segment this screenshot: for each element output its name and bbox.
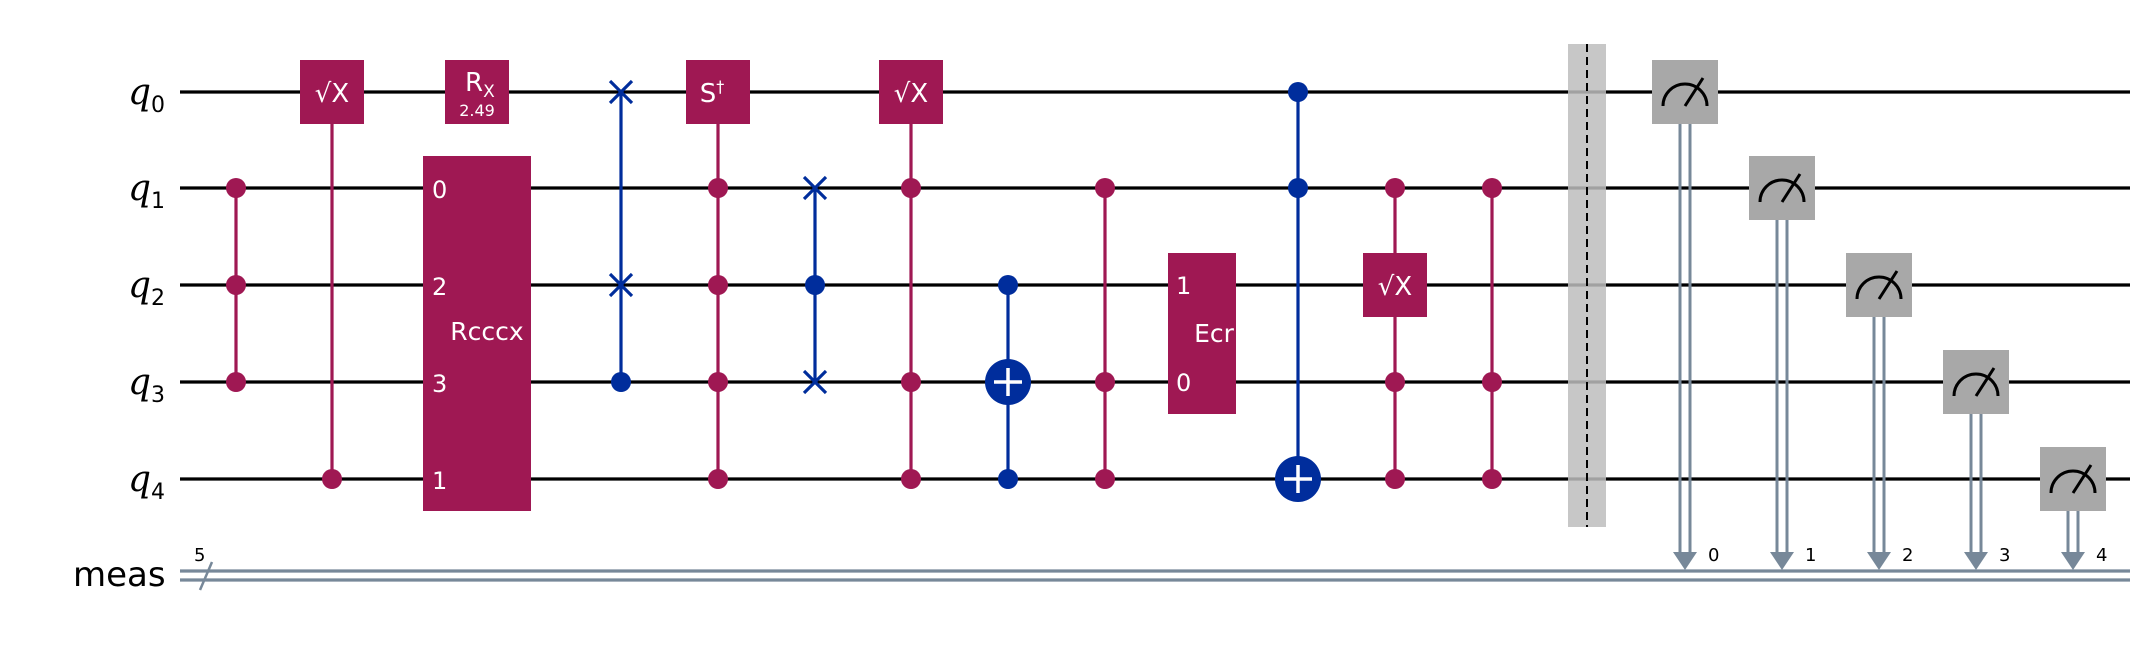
svg-text:S†: S† <box>700 77 725 109</box>
control-dot <box>708 178 728 198</box>
label-q3: q3 <box>128 362 165 408</box>
mcsx-gate-col12: √X <box>1363 178 1427 489</box>
label-q2: q2 <box>128 265 165 311</box>
control-dot <box>901 372 921 392</box>
label-q4: q4 <box>128 459 165 505</box>
rcccx-pin-2: 2 <box>432 273 447 301</box>
measure-q0: 0 <box>1652 60 1719 570</box>
csdg-gate-col5: S† <box>686 60 750 489</box>
ccz-gate-col13 <box>1482 178 1502 489</box>
measure-box <box>2040 447 2106 511</box>
measure-bit-label: 3 <box>1999 545 2010 566</box>
control-dot <box>226 275 246 295</box>
sx-gate-label: √X <box>1378 272 1412 302</box>
rcccx-gate: 0 2 3 1 Rcccx <box>423 156 531 511</box>
measure-arrow <box>1867 552 1891 570</box>
sx-gate-box <box>1363 253 1427 317</box>
measure-box <box>1749 156 1815 220</box>
control-dot <box>1385 372 1405 392</box>
measure-arrow <box>1673 552 1697 570</box>
measure-arrow <box>1770 552 1794 570</box>
classical-register-size: 5 <box>194 545 205 566</box>
measure-q1: 1 <box>1749 156 1816 570</box>
control-dot <box>1095 372 1115 392</box>
cccz-gate-col9 <box>1095 178 1115 489</box>
rx-gate-label: R <box>465 68 483 98</box>
control-dot <box>611 372 631 392</box>
label-q1: q1 <box>128 168 165 214</box>
sdg-gate-box <box>686 60 750 124</box>
control-dot <box>226 178 246 198</box>
control-dot <box>1482 178 1502 198</box>
sx-gate-box <box>300 60 364 124</box>
measure-bit-label: 0 <box>1708 545 1719 566</box>
mcsx-gate-col7: √X <box>879 60 943 489</box>
control-dot <box>708 372 728 392</box>
control-dot <box>1482 372 1502 392</box>
control-dot <box>1385 469 1405 489</box>
sx-gate-box <box>879 60 943 124</box>
label-q0: q0 <box>128 72 165 118</box>
sx-gate-label: √X <box>894 79 928 109</box>
sdg-gate-superscript: † <box>716 77 724 96</box>
control-dot <box>1095 469 1115 489</box>
ecr-gate-label: Ecr <box>1194 319 1235 348</box>
csx-gate-col2: √X <box>300 60 364 489</box>
ecr-pin-1: 1 <box>1176 272 1191 300</box>
ccx-gate-col8 <box>985 275 1031 489</box>
barrier <box>1568 44 1606 527</box>
control-dot <box>998 469 1018 489</box>
svg-text:RX: RX <box>465 68 495 102</box>
label-meas: meas <box>73 555 166 595</box>
control-dot <box>998 275 1018 295</box>
cswap-gate-col4 <box>608 79 634 392</box>
measure-bit-label: 4 <box>2096 545 2107 566</box>
classical-register-wire: 5 <box>180 545 2130 591</box>
rcccx-gate-label: Rcccx <box>450 317 523 346</box>
control-dot <box>1482 469 1502 489</box>
control-dot <box>901 178 921 198</box>
control-dot <box>901 469 921 489</box>
rcccx-pin-3: 3 <box>432 370 447 398</box>
measure-q4: 4 <box>2040 447 2107 570</box>
measure-q2: 2 <box>1846 253 1913 570</box>
control-dot <box>708 469 728 489</box>
ccz-gate-col1 <box>226 178 246 392</box>
control-dot <box>1385 178 1405 198</box>
ecr-pin-0: 0 <box>1176 369 1191 397</box>
measure-arrow <box>1964 552 1988 570</box>
control-dot <box>1288 178 1308 198</box>
control-dot <box>226 372 246 392</box>
control-dot <box>322 469 342 489</box>
rcccx-pin-0: 0 <box>432 176 447 204</box>
rx-gate-subscript: X <box>483 82 495 102</box>
control-dot <box>1095 178 1115 198</box>
measure-bit-label: 2 <box>1902 545 1913 566</box>
measure-box <box>1846 253 1912 317</box>
rcccx-pin-1: 1 <box>432 467 447 495</box>
measure-box <box>1652 60 1718 124</box>
control-dot <box>1288 82 1308 102</box>
measure-q3: 3 <box>1943 350 2010 570</box>
control-dot <box>805 275 825 295</box>
ecr-gate: 1 0 Ecr <box>1168 253 1236 414</box>
measure-box <box>1943 350 2009 414</box>
rx-gate: RX 2.49 <box>445 60 509 124</box>
sx-gate-label: √X <box>315 79 349 109</box>
sdg-gate-label: S <box>700 79 717 109</box>
wire-labels: q0 q1 q2 q3 q4 meas <box>73 72 166 595</box>
ccx-gate-col11 <box>1275 82 1321 502</box>
rx-gate-param: 2.49 <box>459 101 495 120</box>
control-dot <box>708 275 728 295</box>
measure-arrow <box>2061 552 2085 570</box>
cswap-gate-col6 <box>802 175 828 395</box>
measure-bit-label: 1 <box>1805 545 1816 566</box>
